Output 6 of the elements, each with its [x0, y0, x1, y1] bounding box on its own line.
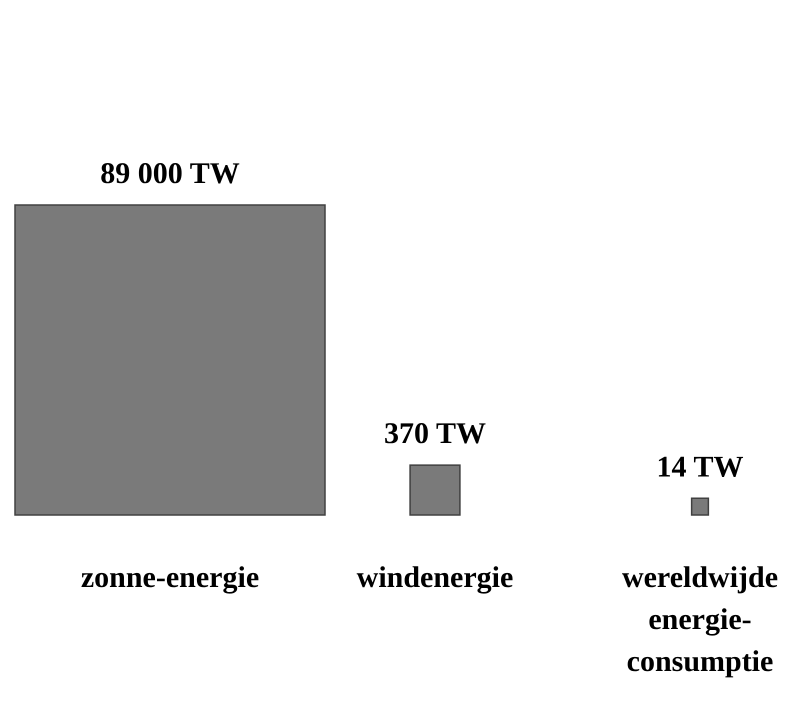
- category-label: windenergie: [356, 561, 514, 594]
- category-label: zonne-energie: [80, 561, 260, 594]
- data-label: 14 TW: [656, 450, 744, 484]
- data-label: 370 TW: [384, 417, 486, 450]
- category-label: wereldwijde energie- consumptie: [622, 561, 778, 678]
- data-label: 89 000 TW: [100, 157, 240, 190]
